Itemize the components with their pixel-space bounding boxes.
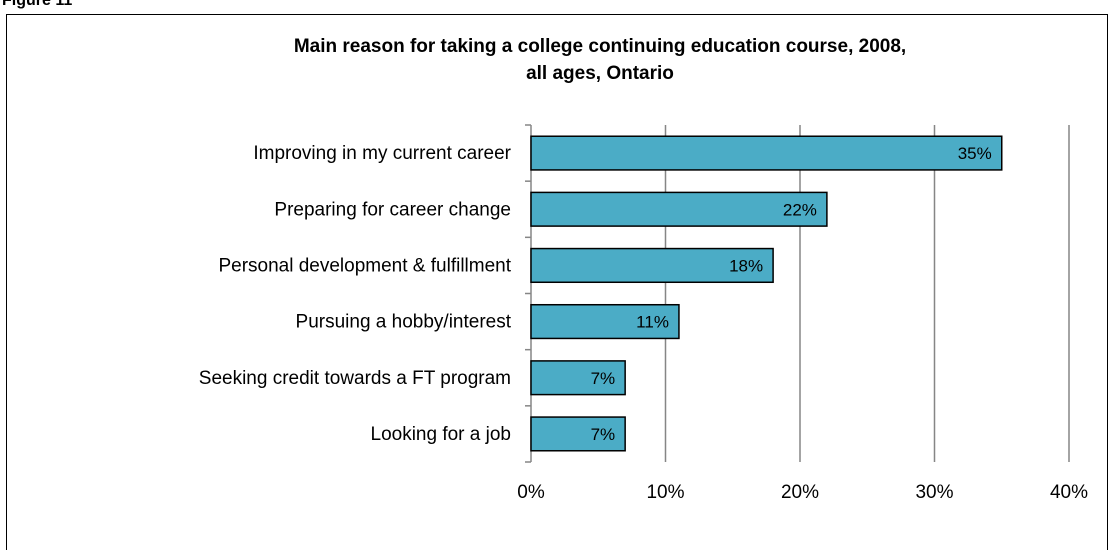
- x-tick-label-1: 10%: [646, 482, 684, 503]
- x-tick-label-0: 0%: [517, 482, 545, 503]
- x-tick-label-2: 20%: [781, 482, 819, 503]
- bar-0: [530, 135, 1003, 171]
- category-label-4: Seeking credit towards a FT program: [199, 368, 511, 389]
- chart-title: Main reason for taking a college continu…: [0, 33, 1113, 87]
- data-label-0: 35%: [958, 144, 992, 163]
- chart-title-line-1: Main reason for taking a college continu…: [293, 36, 907, 57]
- figure-label: Figure 11: [2, 0, 73, 9]
- bar-3: [530, 303, 680, 340]
- x-tick-label-4: 40%: [1050, 482, 1088, 503]
- bar-5: [530, 416, 626, 452]
- category-label-0: Improving in my current career: [253, 143, 511, 164]
- category-label-1: Preparing for career change: [274, 199, 511, 220]
- data-label-3: 11%: [636, 313, 669, 332]
- data-label-4: 7%: [591, 369, 616, 388]
- bar-4: [530, 360, 626, 396]
- category-label-3: Pursuing a hobby/interest: [296, 312, 512, 333]
- data-label-5: 7%: [591, 425, 616, 444]
- bar-1: [530, 191, 828, 227]
- x-tick-label-3: 30%: [915, 482, 953, 503]
- bar-2: [530, 247, 774, 284]
- category-label-5: Looking for a job: [371, 424, 512, 445]
- data-label-2: 18%: [729, 256, 763, 275]
- chart-title-line-2: all ages, Ontario: [526, 63, 674, 84]
- data-label-1: 22%: [783, 200, 817, 219]
- category-label-2: Personal development & fulfillment: [218, 255, 511, 276]
